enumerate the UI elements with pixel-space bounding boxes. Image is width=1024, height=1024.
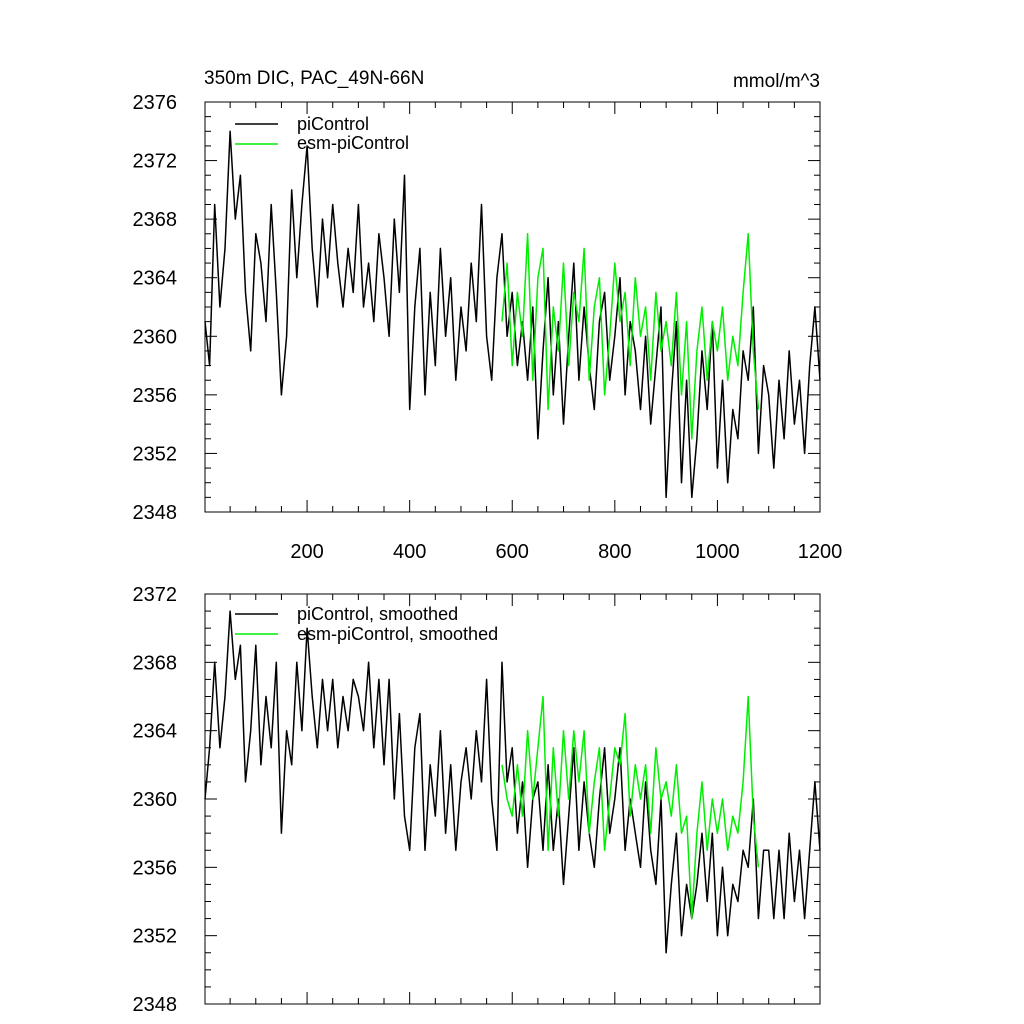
bottom-panel-legend: piControl, smoothed esm-piControl, smoot… bbox=[235, 604, 498, 644]
y-tick-label: 2352 bbox=[133, 443, 178, 465]
bottom-panel-ticks: 2348 2352 2356 2360 2364 2368 2372 bbox=[133, 584, 821, 1016]
series-line-picontrol-smoothed bbox=[204, 610, 821, 954]
y-tick-label: 2364 bbox=[133, 268, 178, 290]
y-tick-label: 2352 bbox=[133, 926, 178, 948]
y-tick-label: 2372 bbox=[133, 151, 178, 173]
y-tick-label: 2372 bbox=[133, 584, 178, 606]
x-tick-label: 400 bbox=[393, 541, 426, 563]
top-panel-legend: piControl esm-piControl bbox=[235, 114, 409, 153]
x-tick-label: 800 bbox=[598, 541, 631, 563]
x-tick-label: 1200 bbox=[798, 541, 843, 563]
x-tick-label: 200 bbox=[290, 541, 323, 563]
legend-label-picontrol: piControl bbox=[297, 114, 369, 134]
x-tick-label: 1000 bbox=[695, 541, 740, 563]
top-panel-series bbox=[204, 130, 821, 499]
y-tick-label: 2368 bbox=[133, 652, 178, 674]
bottom-panel-series bbox=[204, 610, 821, 954]
top-panel: 350m DIC, PAC_49N-66N mmol/m^3 234823522… bbox=[133, 68, 843, 563]
y-tick-label: 2360 bbox=[133, 326, 178, 348]
legend-label-picontrol-smoothed: piControl, smoothed bbox=[297, 604, 458, 624]
series-line-esm-picontrol-smoothed bbox=[501, 695, 760, 920]
y-tick-label: 2348 bbox=[133, 994, 178, 1016]
x-tick-label: 600 bbox=[496, 541, 529, 563]
top-panel-units: mmol/m^3 bbox=[733, 71, 820, 92]
y-tick-label: 2348 bbox=[133, 502, 178, 524]
legend-label-esm-picontrol-smoothed: esm-piControl, smoothed bbox=[297, 624, 498, 644]
top-panel-ticks: 2348 2352 2356 2360 2364 2368 2372 2376 200 400 60… bbox=[133, 92, 843, 563]
y-tick-label: 2364 bbox=[133, 721, 178, 743]
y-tick-label: 2360 bbox=[133, 789, 178, 811]
bottom-panel: 2348 2352 2356 2360 2364 2368 2372 piControl, … bbox=[133, 584, 821, 1016]
top-panel-title: 350m DIC, PAC_49N-66N bbox=[204, 68, 424, 89]
legend-label-esm-picontrol: esm-piControl bbox=[297, 133, 409, 153]
series-line-esm-picontrol bbox=[501, 233, 760, 440]
y-tick-label: 2368 bbox=[133, 209, 178, 231]
series-line-picontrol bbox=[204, 130, 821, 499]
y-tick-label: 2356 bbox=[133, 857, 178, 879]
y-tick-label: 2376 bbox=[133, 92, 178, 114]
y-tick-label: 2356 bbox=[133, 385, 178, 407]
